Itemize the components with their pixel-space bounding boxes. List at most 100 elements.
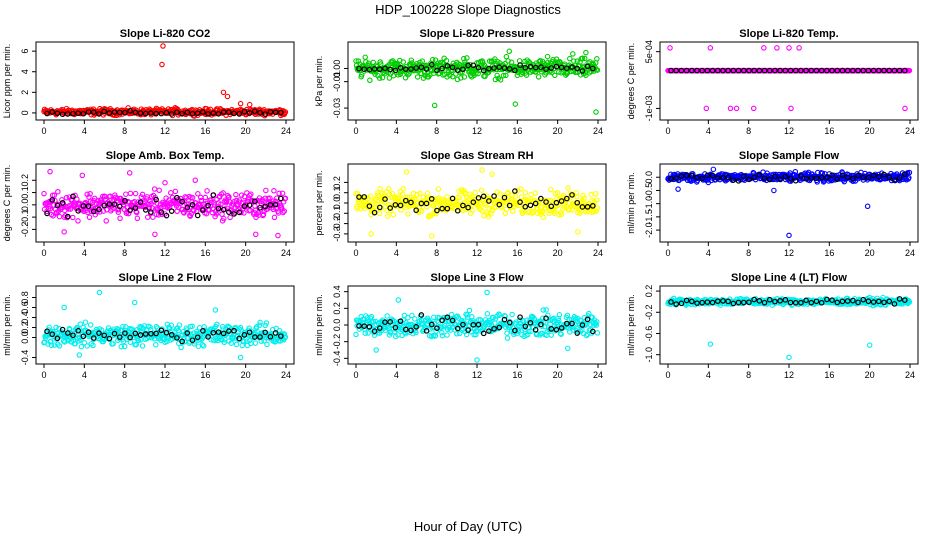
data-point: [543, 307, 549, 313]
data-point: [503, 206, 510, 213]
data-point: [567, 200, 573, 206]
reference-point: [803, 67, 809, 74]
data-point: [591, 202, 597, 208]
data-point: [263, 187, 269, 194]
data-point: [279, 190, 286, 197]
reference-point: [387, 205, 393, 211]
reference-point: [174, 109, 180, 116]
reference-point: [153, 110, 159, 117]
reference-point: [252, 198, 258, 205]
reference-point: [90, 208, 97, 215]
reference-point: [215, 205, 222, 212]
reference-point: [241, 108, 248, 115]
reference-point: [101, 202, 107, 209]
outlier-point: [710, 166, 717, 173]
y-tick-label: -0.2: [644, 305, 654, 321]
panel-title: Slope Li-820 Temp.: [739, 28, 838, 40]
reference-point: [574, 199, 581, 206]
data-point: [535, 74, 542, 80]
data-point: [594, 205, 601, 211]
x-tick-label: 16: [512, 248, 522, 258]
data-point: [75, 218, 81, 224]
data-point: [418, 207, 425, 214]
y-tick-label: 0.0: [20, 199, 30, 212]
y-axis-label: degrees C per min.: [2, 165, 12, 242]
x-tick-label: 4: [706, 248, 711, 258]
reference-point: [418, 64, 425, 71]
data-point: [372, 196, 379, 202]
panel-6: Slope Line 2 Flow ml/min per min. 0 4 8 12 16 2…: [2, 272, 295, 380]
outlier-point: [96, 289, 103, 296]
reference-point: [231, 110, 237, 117]
reference-point: [896, 67, 903, 74]
panel-title: Slope Line 3 Flow: [431, 272, 524, 284]
data-point: [419, 58, 426, 64]
reference-point: [512, 67, 518, 74]
reference-point: [579, 204, 586, 210]
data-point: [153, 211, 160, 218]
data-point: [115, 209, 122, 215]
y-tick-label: 0.2: [644, 285, 654, 298]
data-point: [574, 58, 581, 64]
data-point: [536, 58, 542, 65]
data-point: [233, 191, 239, 198]
data-point: [103, 218, 109, 224]
data-point: [376, 210, 383, 217]
outlier-point: [79, 172, 86, 179]
data-point: [370, 59, 377, 66]
data-point: [252, 340, 259, 346]
reference-point: [746, 67, 752, 74]
reference-point: [740, 67, 747, 74]
data-point: [41, 190, 47, 197]
y-tick-label: -0.5: [644, 183, 654, 199]
x-tick-label: 16: [824, 126, 834, 136]
data-point: [497, 191, 503, 197]
reference-point: [735, 67, 742, 74]
reference-point: [408, 66, 414, 72]
data-point: [560, 192, 567, 199]
data-point: [509, 311, 515, 318]
reference-point: [65, 213, 71, 220]
data-point: [353, 331, 359, 338]
reference-point: [142, 207, 149, 213]
reference-point: [517, 62, 523, 68]
x-tick-label: 8: [122, 248, 127, 258]
reference-point: [257, 109, 263, 116]
data-point: [372, 71, 378, 77]
data-point: [543, 70, 549, 76]
reference-point: [704, 67, 711, 74]
y-tick-label: 0.2: [332, 302, 342, 315]
reference-point: [85, 203, 92, 209]
outlier-point: [464, 55, 470, 61]
panel-title: Slope Amb. Box Temp.: [106, 150, 225, 162]
reference-point: [226, 209, 232, 215]
outlier-point: [192, 177, 199, 184]
data-point: [270, 206, 277, 213]
x-tick-label: 8: [434, 370, 439, 380]
figure-x-label: Hour of Day (UTC): [414, 519, 522, 534]
reference-point: [397, 65, 404, 71]
reference-point: [725, 67, 731, 74]
outlier-point: [428, 233, 435, 239]
data-point: [567, 55, 573, 62]
reference-point: [205, 111, 211, 117]
outlier-point: [403, 169, 410, 175]
reference-point: [220, 206, 227, 213]
outlier-point: [675, 186, 681, 192]
reference-point: [870, 67, 877, 74]
x-tick-label: 0: [353, 248, 358, 258]
outlier-point: [395, 297, 402, 303]
reference-point: [397, 202, 404, 209]
data-point: [138, 194, 145, 200]
x-tick-label: 24: [905, 248, 915, 258]
reference-point: [829, 67, 835, 74]
y-tick-label: 0.8: [20, 291, 30, 304]
x-tick-label: 16: [200, 126, 210, 136]
reference-point: [163, 109, 170, 116]
reference-point: [512, 188, 518, 194]
reference-point: [434, 67, 440, 74]
y-axis-label: Licor ppm per min.: [2, 44, 12, 119]
reference-point: [371, 66, 378, 72]
y-tick-label: 0: [20, 110, 30, 115]
